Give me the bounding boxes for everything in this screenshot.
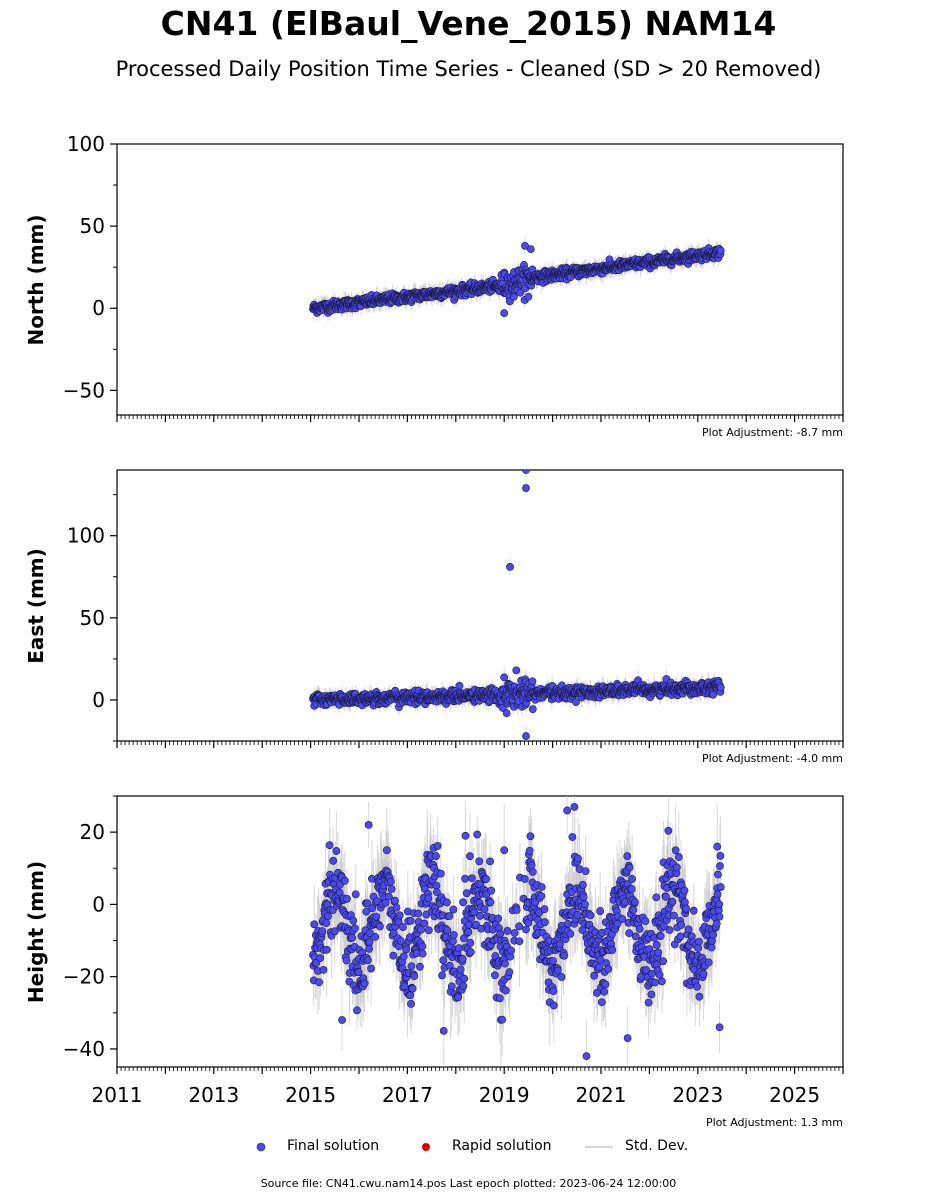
north-axis-label: North (mm) (24, 214, 48, 345)
east-data-point (528, 705, 537, 714)
height-ytick-label: 0 (92, 892, 105, 916)
east-ytick-label: 100 (67, 524, 105, 548)
east-data-point (500, 673, 509, 682)
north-data-point (516, 288, 525, 297)
east-data-point (455, 681, 464, 690)
east-data-point (506, 563, 514, 571)
xtick-label: 2015 (285, 1083, 336, 1107)
north-data-point (500, 309, 509, 318)
east-data-point (572, 698, 580, 707)
east-final-points (309, 470, 725, 740)
north-data-point (526, 245, 535, 254)
north-data-point (521, 241, 529, 250)
east-axis-label: East (mm) (24, 548, 48, 664)
chart-title: CN41 (ElBaul_Vene_2015) NAM14 (160, 4, 777, 43)
xtick-label: 2011 (92, 1083, 143, 1107)
north-plot-adjustment: Plot Adjustment: -8.7 mm (702, 426, 843, 439)
xtick-label: 2013 (188, 1083, 239, 1107)
chart-subtitle: Processed Daily Position Time Series - C… (115, 57, 822, 81)
xtick-label: 2019 (479, 1083, 530, 1107)
east-data-point (502, 709, 511, 717)
xtick-label: 2023 (672, 1083, 723, 1107)
east-data-point (528, 677, 537, 686)
east-ytick-label: 0 (92, 688, 105, 712)
east-ytick-label: 50 (80, 606, 105, 630)
north-ytick-label: 50 (80, 214, 105, 238)
height-ytick-label: 20 (80, 820, 105, 844)
east-data-point (522, 732, 530, 740)
height-ytick-label: −40 (63, 1037, 105, 1061)
east-plot-adjustment: Plot Adjustment: -4.0 mm (702, 752, 843, 765)
north-plot-frame (116, 143, 844, 416)
xtick-label: 2021 (576, 1083, 627, 1107)
xtick-label: 2017 (382, 1083, 433, 1107)
height-plot-adjustment: Plot Adjustment: 1.3 mm (706, 1116, 843, 1129)
height-ytick-label: −20 (63, 965, 105, 989)
east-data-point (512, 666, 521, 675)
east-data-point (716, 683, 725, 692)
north-ytick-label: 100 (67, 132, 105, 156)
xtick-label: 2025 (769, 1083, 820, 1107)
north-ytick-label: −50 (63, 378, 105, 402)
north-ytick-label: 0 (92, 296, 105, 320)
east-data-point (709, 690, 718, 699)
north-data-point (716, 246, 725, 255)
north-final-points (309, 241, 725, 318)
height-axis-label: Height (mm) (24, 861, 48, 1003)
east-data-point (522, 484, 530, 492)
east-data-point (522, 470, 530, 474)
north-data-point (509, 292, 518, 301)
north-data-point (524, 292, 533, 301)
